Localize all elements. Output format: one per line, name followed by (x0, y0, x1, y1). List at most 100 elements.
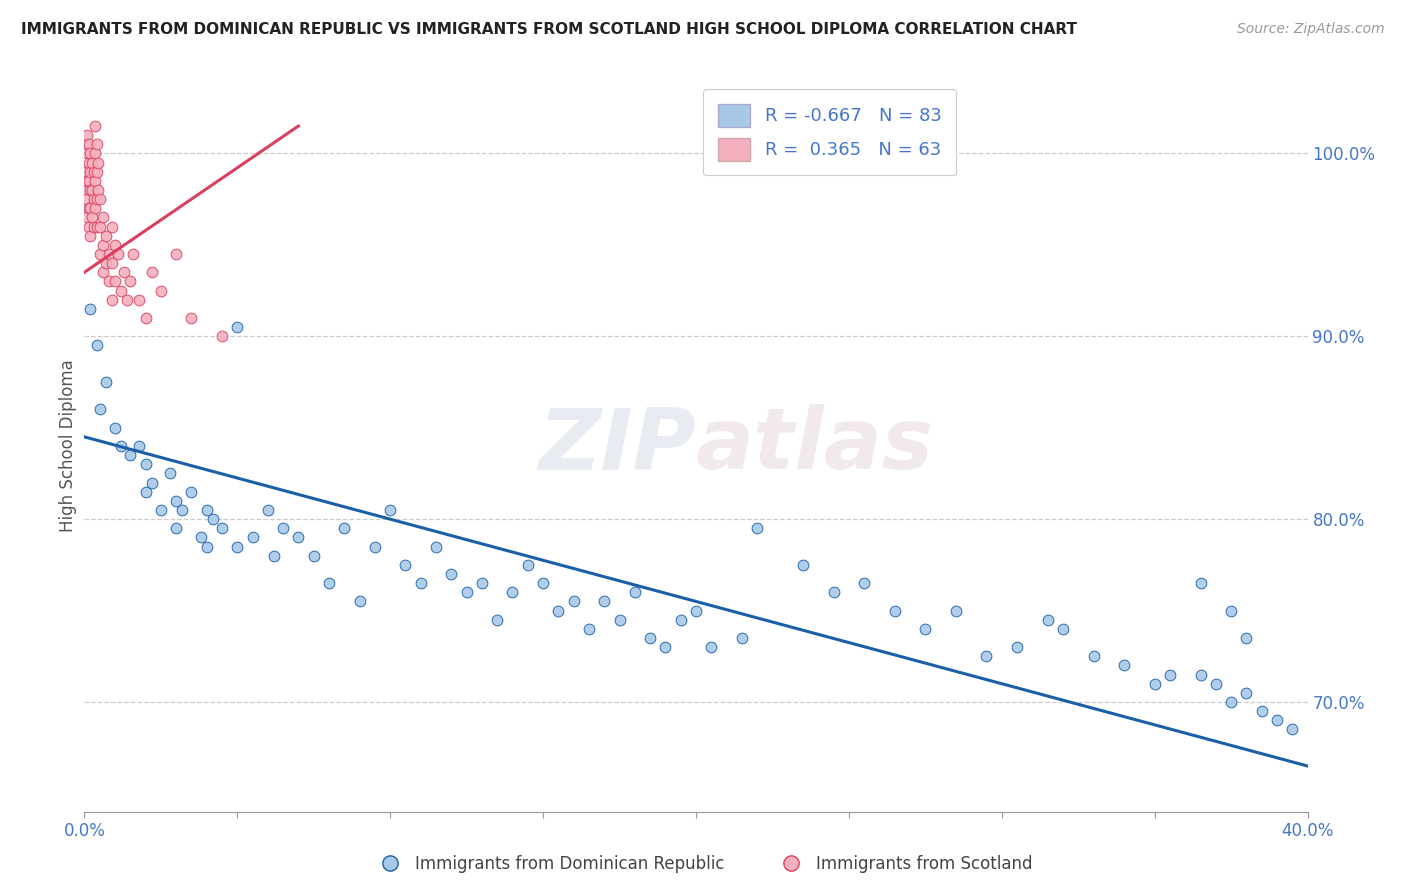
Point (609, 613, 631, 627)
Point (159, 467, 181, 481)
Point (76, 164, 98, 178)
Point (685, 604, 707, 618)
Point (180, 311, 202, 326)
Point (110, 284, 132, 298)
Point (76, 128, 98, 142)
Point (87, 183, 110, 197)
Point (84, 201, 107, 215)
Point (91, 238, 114, 252)
Point (1052, 622, 1074, 636)
Point (84, 119, 107, 133)
Point (79, 228, 101, 243)
Point (80, 211, 103, 225)
Point (624, 585, 647, 599)
Text: Source: ZipAtlas.com: Source: ZipAtlas.com (1237, 22, 1385, 37)
Point (91, 211, 114, 225)
Point (516, 558, 538, 572)
Point (94, 256, 117, 270)
Point (76, 211, 98, 225)
Point (409, 576, 432, 591)
Point (110, 439, 132, 453)
Point (669, 613, 692, 627)
Point (883, 604, 905, 618)
Point (1236, 631, 1258, 645)
Point (823, 585, 845, 599)
Point (226, 320, 249, 334)
Point (76, 174, 98, 188)
Point (425, 540, 447, 554)
Point (486, 613, 509, 627)
Point (502, 585, 524, 599)
Point (75, 164, 97, 178)
Point (1205, 677, 1227, 691)
Point (440, 567, 463, 582)
Point (87, 155, 110, 169)
Point (107, 247, 129, 261)
Point (84, 146, 107, 161)
Y-axis label: High School Diploma: High School Diploma (59, 359, 77, 533)
Point (257, 503, 280, 517)
Point (97, 274, 120, 288)
Point (792, 558, 814, 572)
Point (914, 622, 936, 636)
Point (149, 503, 172, 517)
Point (120, 448, 142, 462)
Point (115, 293, 138, 307)
Point (731, 631, 754, 645)
Point (1005, 640, 1028, 655)
Point (83, 192, 105, 206)
Point (211, 521, 233, 535)
Point (1143, 677, 1166, 691)
Point (1250, 704, 1272, 718)
Point (195, 540, 218, 554)
Point (79, 201, 101, 215)
Point (593, 594, 616, 608)
Point (77, 201, 100, 215)
Point (562, 594, 585, 608)
Point (1281, 723, 1303, 737)
Point (242, 530, 264, 544)
Point (318, 576, 340, 591)
Point (79, 183, 101, 197)
Point (226, 540, 249, 554)
Point (1189, 667, 1212, 681)
Point (201, 512, 224, 526)
Point (747, 521, 769, 535)
Point (1236, 686, 1258, 700)
Point (135, 484, 157, 499)
Point (120, 274, 142, 288)
Point (471, 576, 494, 591)
Point (141, 475, 163, 490)
Point (128, 293, 150, 307)
Point (135, 458, 157, 472)
Text: atlas: atlas (696, 404, 934, 488)
Point (165, 247, 187, 261)
Point (1265, 714, 1288, 728)
Point (128, 439, 150, 453)
Point (89, 402, 111, 417)
Point (79, 164, 101, 178)
Point (94, 375, 117, 389)
Point (263, 549, 285, 563)
Point (190, 530, 212, 544)
Point (1220, 695, 1243, 709)
Point (287, 530, 309, 544)
Point (211, 329, 233, 343)
Point (77, 219, 100, 234)
Point (86, 338, 108, 352)
Point (83, 164, 105, 178)
Point (333, 521, 356, 535)
Point (122, 247, 145, 261)
Point (394, 558, 416, 572)
Point (91, 265, 114, 279)
Point (101, 293, 124, 307)
Point (84, 174, 107, 188)
Point (89, 192, 111, 206)
Point (380, 503, 402, 517)
Point (89, 219, 111, 234)
Point (654, 640, 676, 655)
Point (135, 311, 157, 326)
Point (456, 585, 478, 599)
Point (76, 146, 98, 161)
Text: ZIP: ZIP (538, 404, 696, 488)
